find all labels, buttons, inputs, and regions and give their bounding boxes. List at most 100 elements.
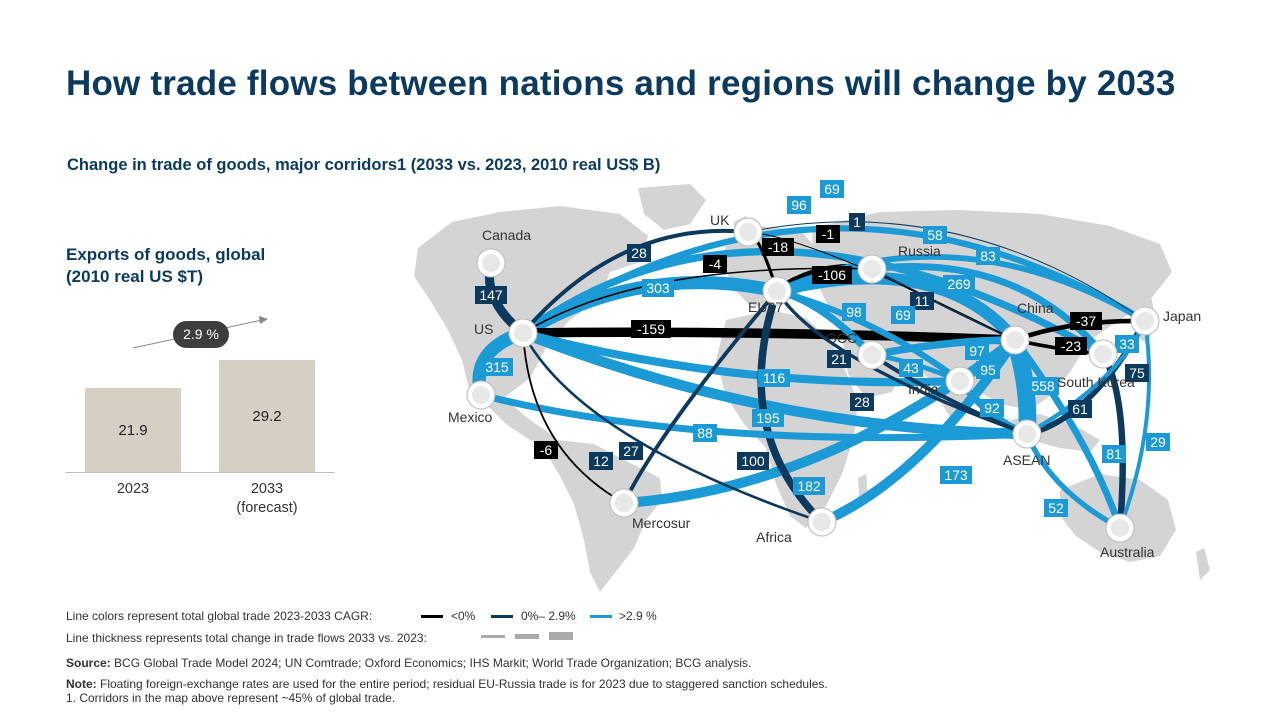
flag-icon-africa: [813, 513, 831, 531]
flow-value-label: 100: [737, 452, 769, 470]
map-subtitle: Change in trade of goods, major corridor…: [67, 156, 661, 174]
region-label-mexico: Mexico: [448, 409, 493, 425]
flow-value-label: -23: [1055, 337, 1087, 355]
thickness-medium: [515, 634, 539, 639]
flow-value-box: [762, 238, 794, 256]
flow-value-label: 173: [940, 466, 972, 484]
flow-line-eu27-india: [773, 287, 964, 385]
flow-value-text: 21: [831, 351, 847, 367]
flow-value-text: 11: [915, 293, 930, 309]
flow-value-box: [899, 359, 923, 377]
flow-line-us-africa: [521, 331, 824, 524]
flow-value-text: 81: [1106, 446, 1122, 462]
flow-value-text: 97: [969, 343, 985, 359]
flag-icon-russia: [863, 260, 881, 278]
flow-line-mexico-asean: [477, 391, 1031, 442]
flow-value-box: [940, 466, 972, 484]
flow-value-label: 558: [1027, 377, 1059, 395]
exports-title-line1: Exports of goods, global: [66, 245, 266, 264]
flow-value-label: -159: [631, 320, 671, 338]
flow-value-text: 100: [741, 453, 765, 469]
flow-value-label: 29: [1146, 433, 1170, 451]
region-label-india: India: [908, 381, 939, 397]
flow-value-text: 182: [797, 478, 821, 494]
flow-value-label: 43: [899, 359, 923, 377]
flow-value-label: 28: [627, 244, 651, 262]
flow-value-text: 147: [479, 287, 503, 303]
region-label-russia: Russia: [898, 243, 941, 259]
flow-value-text: 173: [944, 467, 968, 483]
flow-value-text: 116: [763, 370, 786, 386]
region-label-china: China: [1017, 300, 1054, 316]
export-bar-category-line: (forecast): [236, 500, 298, 516]
flag-icon-us: [514, 324, 532, 342]
flow-value-box: [758, 369, 790, 387]
flow-value-box: [619, 442, 643, 460]
flow-value-text: 75: [1129, 365, 1145, 381]
flow-value-text: -6: [540, 442, 553, 458]
flow-value-text: 69: [895, 307, 911, 323]
legend-label-high: >2.9 %: [619, 609, 657, 623]
region-label-uk: UK: [710, 212, 730, 228]
flow-value-box: [827, 350, 851, 368]
region-label-us: US: [474, 321, 493, 337]
flow-value-label: 96: [787, 196, 811, 214]
page-title: How trade flows between nations and regi…: [66, 64, 1176, 103]
flag-icon-india: [951, 372, 969, 390]
flow-value-label: 58: [923, 226, 947, 244]
flow-value-label: 69: [891, 306, 915, 324]
flow-value-label: -37: [1070, 312, 1102, 330]
flow-value-text: 33: [1119, 336, 1135, 352]
flow-value-label: -106: [812, 266, 852, 284]
flow-value-box: [1068, 400, 1092, 418]
flag-icon-uk: [739, 223, 757, 241]
legend-label-negative: <0%: [451, 609, 476, 623]
flow-value-text: 69: [824, 181, 840, 197]
flow-value-label: 98: [842, 303, 866, 321]
legend-colors-label: Line colors represent total global trade…: [66, 609, 373, 623]
flow-value-label: -1: [816, 225, 840, 243]
region-label-mercosur: Mercosur: [632, 515, 691, 531]
flow-value-text: 29: [1150, 434, 1166, 450]
region-label-asean: ASEAN: [1003, 452, 1050, 468]
flow-value-text: -37: [1076, 313, 1096, 329]
exports-title: Exports of goods, global (2010 real US $…: [66, 244, 265, 288]
flow-line-eu27-mercosur: [622, 289, 779, 505]
flow-value-box: [923, 226, 947, 244]
flow-value-text: 1: [853, 214, 861, 230]
export-bar-value-1: 29.2: [252, 408, 282, 425]
flow-value-label: 88: [693, 424, 717, 442]
flow-value-box: [910, 292, 934, 310]
flow-value-box: [589, 452, 613, 470]
flow-value-box: [1055, 337, 1087, 355]
flow-value-box: [752, 409, 784, 427]
flow-value-text: 52: [1048, 500, 1064, 516]
flow-value-box: [943, 275, 975, 293]
flow-value-box: [1027, 377, 1059, 395]
flow-value-box: [1115, 335, 1139, 353]
flow-line-uk-china: [747, 231, 1016, 341]
flow-value-box: [976, 361, 1000, 379]
flow-value-box: [1044, 499, 1068, 517]
flow-value-text: 12: [593, 453, 609, 469]
flow-value-box: [787, 196, 811, 214]
flag-icon-japan: [1136, 312, 1154, 330]
export-bar-category-1: 2033 (forecast): [209, 480, 325, 518]
flow-value-text: -23: [1061, 338, 1081, 354]
flow-value-box: [642, 279, 674, 297]
exports-title-line2: (2010 real US $T): [66, 267, 204, 286]
flow-value-box: [842, 303, 866, 321]
legend-swatch-high: [590, 615, 612, 618]
flow-value-text: -106: [818, 267, 846, 283]
region-markers: US Canada Mexico UK EU27 Russia GCC India China J…: [448, 212, 1201, 560]
source-text: BCG Global Trade Model 2024; UN Comtrade…: [110, 656, 752, 670]
flow-line-japan-australia: [1118, 319, 1152, 530]
flow-value-label: 315: [481, 358, 513, 376]
flow-value-label: 69: [820, 180, 844, 198]
flag-icon-south-korea: [1094, 345, 1112, 363]
flow-value-text: -159: [637, 321, 665, 337]
export-bar-0: 21.9: [85, 388, 181, 472]
flow-value-label: -4: [703, 255, 727, 273]
flow-value-box: [1070, 312, 1102, 330]
flow-value-label: 92: [980, 399, 1004, 417]
